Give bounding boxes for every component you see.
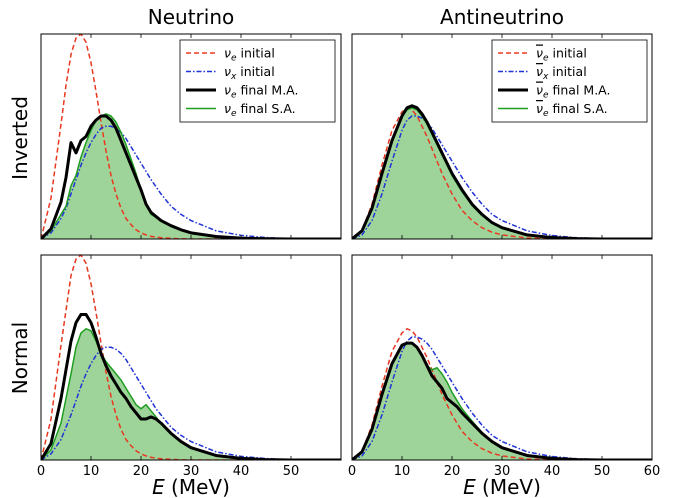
legend-symbol: ν [536,64,543,79]
legend-text-rest: initial [237,46,275,61]
x-axis-var: E [152,475,165,498]
legend-subscript: e [543,109,549,119]
x-tick-label: 50 [594,464,611,479]
row-label-inverted: Inverted [8,96,32,180]
legend-text-rest: initial [236,64,274,79]
legend-label: νx initial [536,64,587,82]
legend-label: νe final M.A. [224,83,298,101]
legend-symbol: ν [536,46,543,61]
series-final-ma [41,114,341,239]
x-axis-label-left: E (MeV) [152,475,230,498]
series-initial-x [352,115,652,239]
legend-symbol: ν [224,83,231,98]
series-initial-e [41,34,341,239]
legend-label: νx initial [224,64,275,82]
legend-label: νe final M.A. [536,83,610,101]
x-tick-label: 40 [544,464,561,479]
legend-subscript: e [543,54,549,64]
series-initial-x [41,125,341,239]
x-tick-label: 20 [444,464,461,479]
legend-symbol: ν [224,64,231,79]
plot-area [41,255,341,460]
legend-label: νe initial [536,46,587,64]
legend-text-rest: final M.A. [237,83,299,98]
x-tick-label: 30 [183,464,200,479]
legend-subscript: e [231,91,237,101]
plot-area [352,104,652,239]
x-tick-label: 10 [83,464,100,479]
x-tick-label: 60 [644,464,661,479]
final-sa-fill [41,328,341,460]
legend-text-rest: final S.A. [549,101,608,116]
legend-subscript: x [542,72,549,82]
row-label-normal: Normal [8,322,32,394]
series-initial-x [352,336,652,460]
series-initial-e [352,328,652,460]
legend-symbol: ν [536,83,543,98]
legend-symbol: ν [536,101,543,116]
x-axis-var: E [463,475,476,498]
legend-subscript: e [231,109,237,119]
x-axis-unit: (MeV) [165,475,230,498]
series-initial-e [41,255,341,460]
x-tick-label: 30 [494,464,511,479]
legend-text-rest: initial [549,46,587,61]
x-axis-label-right: E (MeV) [463,475,541,498]
legend-label: νe initial [224,46,275,64]
x-tick-label: 10 [394,464,411,479]
x-tick-label: 50 [283,464,300,479]
legend-label: νe final S.A. [224,101,296,119]
final-sa-fill [352,107,652,239]
legend-text-rest: final S.A. [237,101,296,116]
legend-text-rest: final M.A. [549,83,611,98]
x-tick-label: 0 [37,464,45,479]
final-sa-fill [41,113,341,239]
x-tick-label: 20 [133,464,150,479]
legend-symbol: ν [224,46,231,61]
column-title-neutrino: Neutrino [148,5,234,29]
series-final-ma [352,104,652,239]
legend-text-rest: initial [548,64,586,79]
panel-normal-antineutrino: 0 10 20 30 40 50 60 [348,254,661,479]
legend-subscript: e [543,91,549,101]
column-title-antineutrino: Antineutrino [440,5,564,29]
plot-area [352,328,652,460]
series-initial-x [41,346,341,460]
legend-subscript: x [230,72,237,82]
x-tick-label: 0 [348,464,356,479]
plot-area [41,34,341,239]
legend-symbol: ν [224,101,231,116]
x-tick-label: 40 [233,464,250,479]
legend-label: νe final S.A. [536,101,608,119]
final-sa-fill [352,343,652,460]
legend-subscript: e [231,54,237,64]
series-final-ma [352,341,652,460]
x-axis-unit: (MeV) [476,475,541,498]
panel-normal-neutrino: 0 10 20 30 40 50 [37,254,342,479]
series-final-ma [41,312,341,460]
